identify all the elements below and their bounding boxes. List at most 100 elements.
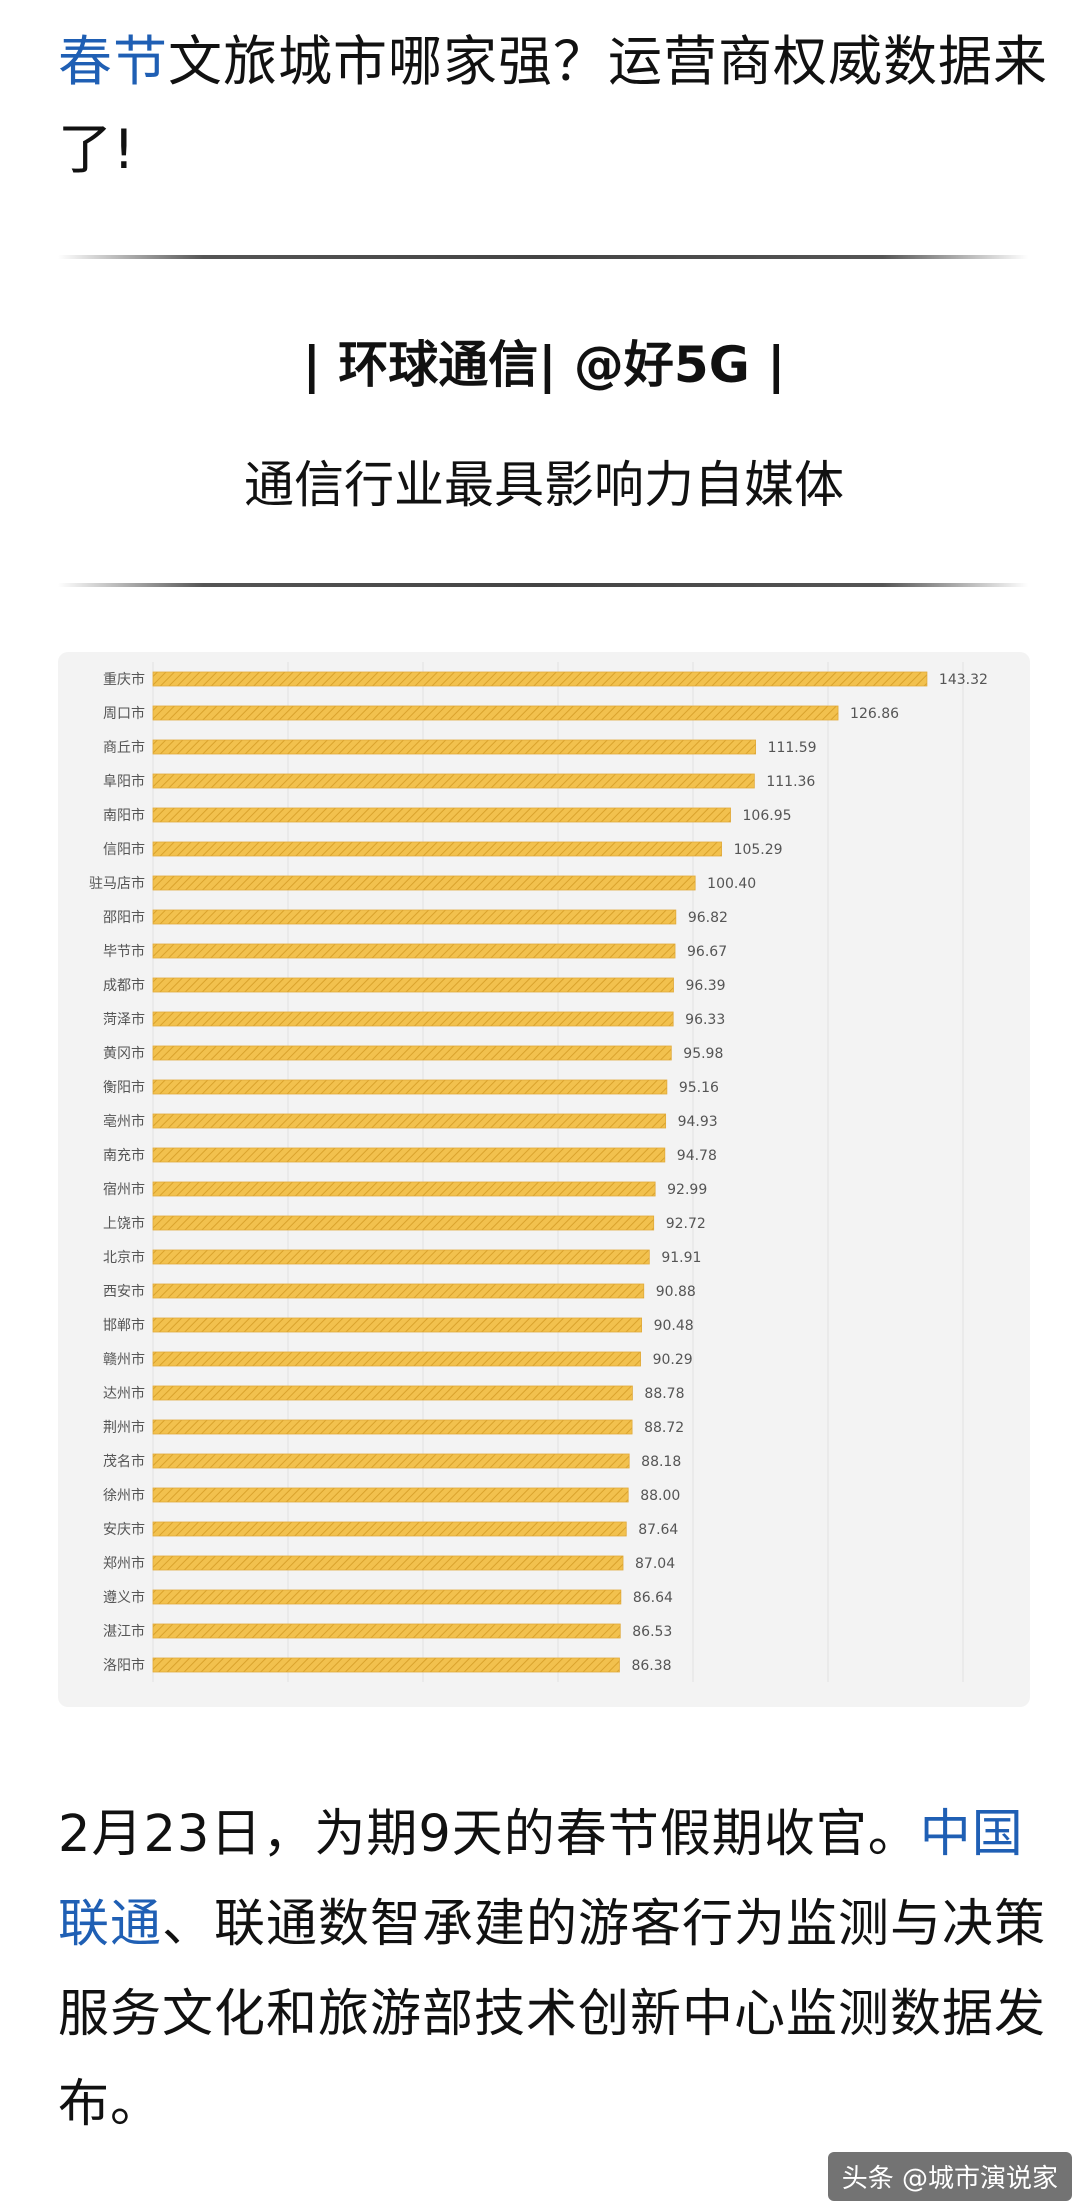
value-label: 96.82	[688, 910, 728, 926]
value-label: 90.48	[654, 1318, 694, 1334]
bar	[152, 1011, 674, 1027]
value-label: 96.33	[685, 1012, 725, 1028]
bar	[152, 1623, 621, 1639]
category-label: 北京市	[103, 1249, 145, 1266]
category-label: 郑州市	[103, 1555, 145, 1572]
bar	[152, 773, 755, 789]
bar	[152, 1419, 633, 1435]
category-label: 南充市	[103, 1147, 145, 1164]
headline-text: 文旅城市哪家强？运营商权威数据来了!	[58, 30, 1048, 181]
category-label: 遵义市	[103, 1589, 145, 1606]
value-label: 100.40	[707, 876, 756, 892]
category-label: 成都市	[103, 977, 145, 994]
bar	[152, 1147, 666, 1163]
category-label: 衡阳市	[103, 1079, 145, 1096]
value-label: 94.93	[678, 1114, 718, 1130]
category-label: 赣州市	[103, 1351, 145, 1368]
body-link-china-unicom[interactable]: 中国联通	[58, 1805, 1024, 1954]
value-label: 126.86	[850, 706, 899, 722]
bar	[152, 943, 676, 959]
value-label: 143.32	[939, 672, 988, 688]
bar	[152, 807, 731, 823]
category-label: 毕节市	[103, 943, 145, 960]
value-label: 111.36	[766, 774, 815, 790]
value-label: 96.39	[686, 978, 726, 994]
tagline-subtitle: 通信行业最具影响力自媒体	[244, 456, 844, 514]
value-label: 88.00	[640, 1488, 680, 1504]
value-label: 87.64	[638, 1522, 678, 1538]
value-label: 95.16	[679, 1080, 719, 1096]
body-intro: 2月23日，为期9天的春节假期收官。	[58, 1805, 920, 1864]
category-label: 安庆市	[103, 1521, 145, 1538]
ranking-chart: 重庆市 143.32 周口市 126.86 商丘市 111.59 阜阳市 111.36 南阳市 1…	[58, 652, 1030, 1707]
category-label: 重庆市	[103, 671, 145, 688]
tagline-source: | 环球通信| @好5G |	[302, 336, 786, 394]
bar	[152, 1079, 668, 1095]
category-label: 达州市	[103, 1385, 145, 1402]
category-label: 西安市	[103, 1283, 145, 1300]
category-label: 湛江市	[103, 1623, 145, 1640]
divider-bottom	[58, 583, 1028, 587]
value-label: 86.64	[633, 1590, 673, 1606]
bar	[152, 1385, 633, 1401]
category-label: 驻马店市	[89, 875, 145, 892]
value-label: 96.67	[687, 944, 727, 960]
bar	[152, 1351, 641, 1367]
category-label: 南阳市	[103, 807, 145, 824]
bar	[152, 671, 928, 687]
value-label: 88.78	[644, 1386, 684, 1402]
bar	[152, 1453, 630, 1469]
value-label: 91.91	[661, 1250, 701, 1266]
bar	[152, 1487, 629, 1503]
value-label: 87.04	[635, 1556, 675, 1572]
category-label: 上饶市	[103, 1215, 145, 1232]
bar	[152, 909, 677, 925]
value-label: 90.29	[653, 1352, 693, 1368]
value-label: 92.72	[666, 1216, 706, 1232]
bar	[152, 1283, 645, 1299]
category-label: 茂名市	[103, 1453, 145, 1470]
article-body: 2月23日，为期9天的春节假期收官。中国联通、联通数智承建的游客行为监测与决策服…	[58, 1790, 1048, 2150]
value-label: 86.53	[632, 1624, 672, 1640]
value-label: 105.29	[734, 842, 783, 858]
category-label: 邵阳市	[103, 909, 145, 926]
article-headline: 春节文旅城市哪家强？运营商权威数据来了!	[58, 18, 1048, 194]
value-label: 111.59	[768, 740, 817, 756]
bar	[152, 1113, 667, 1129]
bar	[152, 1181, 656, 1197]
category-label: 阜阳市	[103, 773, 145, 790]
value-label: 86.38	[631, 1658, 671, 1674]
bar	[152, 1521, 627, 1537]
bar	[152, 1045, 672, 1061]
value-label: 106.95	[743, 808, 792, 824]
value-label: 95.98	[683, 1046, 723, 1062]
category-label: 信阳市	[103, 841, 145, 858]
bar	[152, 739, 756, 755]
category-label: 商丘市	[103, 739, 145, 756]
category-label: 邯郸市	[103, 1317, 145, 1334]
category-label: 洛阳市	[103, 1657, 145, 1674]
category-label: 荆州市	[103, 1419, 145, 1436]
divider-top	[58, 255, 1028, 259]
bar	[152, 1589, 622, 1605]
value-label: 88.18	[641, 1454, 681, 1470]
category-label: 菏泽市	[103, 1011, 145, 1028]
bar	[152, 1317, 642, 1333]
watermark: 头条 @城市演说家	[827, 2152, 1072, 2201]
value-label: 88.72	[644, 1420, 684, 1436]
bar	[152, 1249, 650, 1265]
bar	[152, 1215, 655, 1231]
category-label: 黄冈市	[103, 1045, 145, 1062]
bar	[152, 1555, 624, 1571]
category-label: 宿州市	[103, 1181, 145, 1198]
value-label: 94.78	[677, 1148, 717, 1164]
category-label: 周口市	[103, 705, 145, 722]
headline-link-spring-festival[interactable]: 春节	[58, 30, 168, 93]
body-rest: 、联通数智承建的游客行为监测与决策服务文化和旅游部技术创新中心监测数据发布。	[58, 1895, 1047, 2134]
value-label: 90.88	[656, 1284, 696, 1300]
ranking-chart-svg: 重庆市 143.32 周口市 126.86 商丘市 111.59 阜阳市 111.36 南阳市 1…	[89, 662, 988, 1682]
value-label: 92.99	[667, 1182, 707, 1198]
category-label: 亳州市	[103, 1113, 145, 1130]
bar	[152, 977, 674, 993]
bar	[152, 705, 839, 721]
